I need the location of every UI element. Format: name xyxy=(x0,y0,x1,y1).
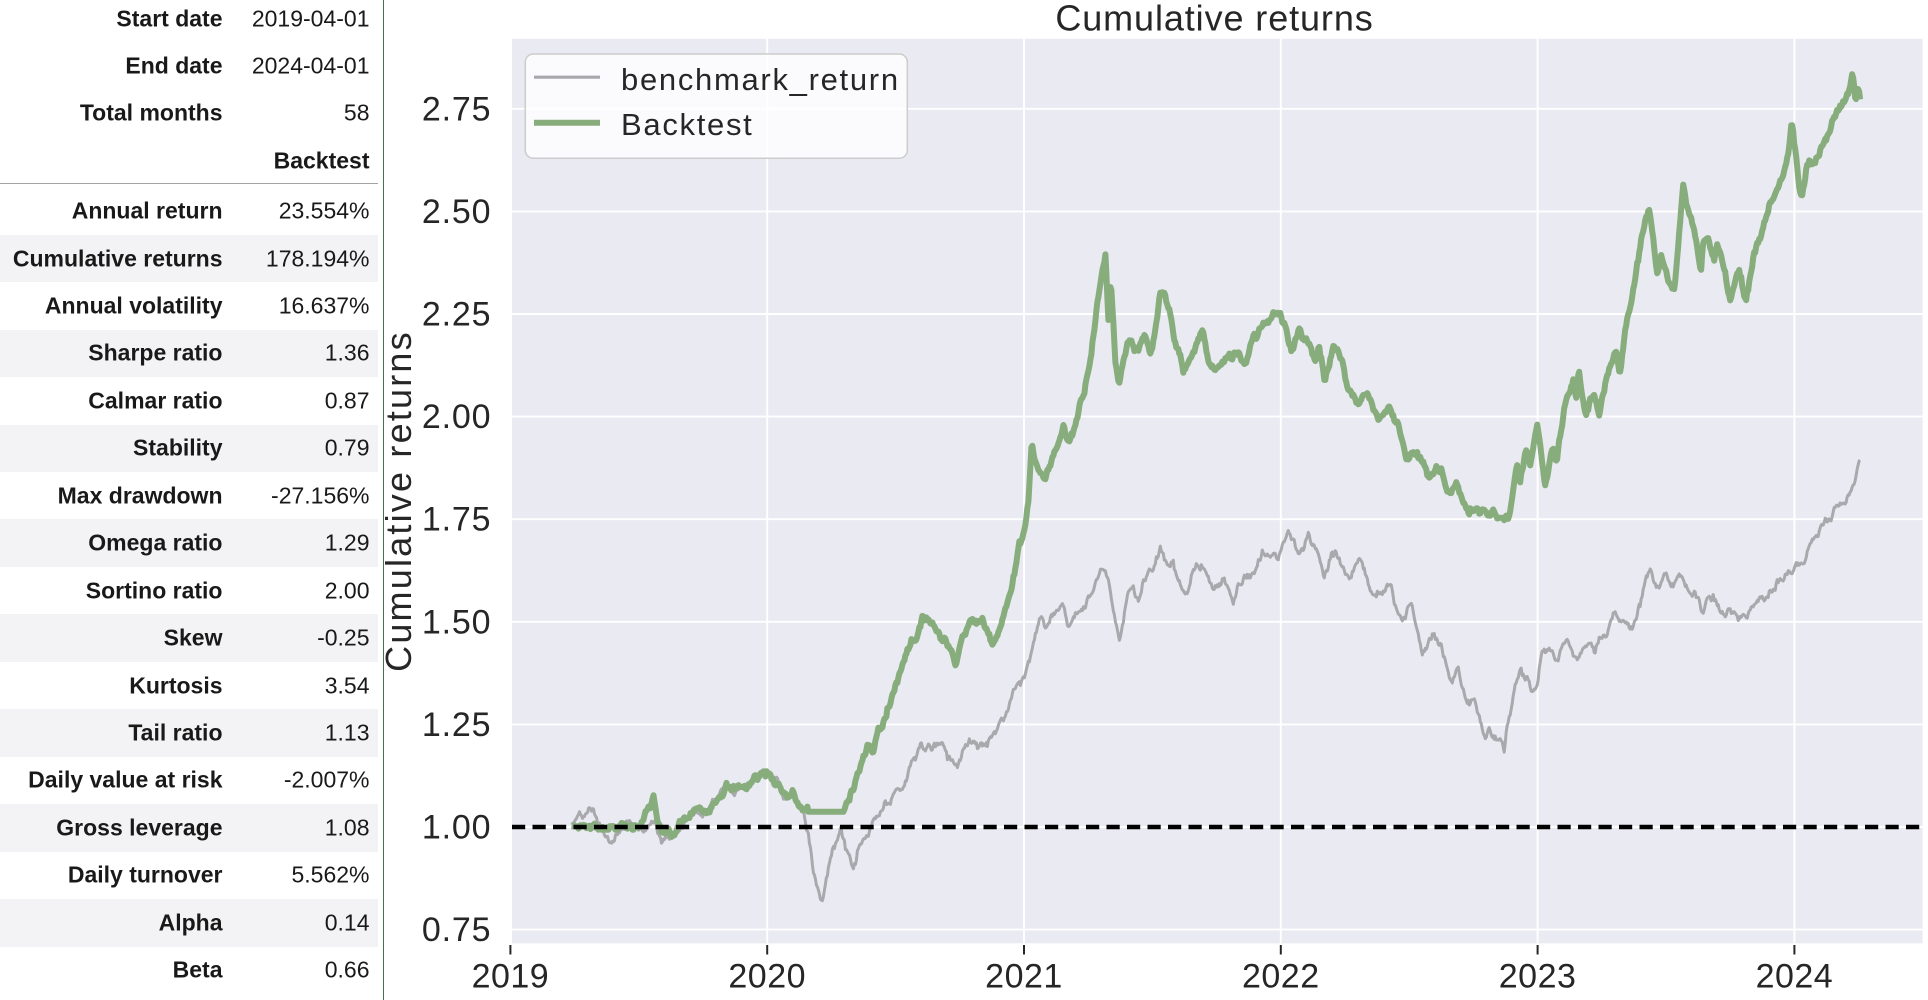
svg-text:Backtest: Backtest xyxy=(621,107,753,142)
svg-text:1.25: 1.25 xyxy=(422,706,491,744)
svg-text:0.75: 0.75 xyxy=(422,911,491,949)
svg-text:2023: 2023 xyxy=(1499,958,1577,996)
svg-text:Cumulative returns: Cumulative returns xyxy=(1055,0,1373,39)
svg-text:1.00: 1.00 xyxy=(422,809,491,847)
svg-text:2.25: 2.25 xyxy=(422,296,491,334)
svg-text:2.50: 2.50 xyxy=(422,193,491,231)
svg-text:2.75: 2.75 xyxy=(422,90,491,128)
svg-text:1.50: 1.50 xyxy=(422,603,491,641)
svg-text:2024: 2024 xyxy=(1756,958,1834,996)
svg-text:2.00: 2.00 xyxy=(422,398,491,436)
svg-text:benchmark_return: benchmark_return xyxy=(621,62,900,97)
svg-text:2020: 2020 xyxy=(728,958,806,996)
svg-text:2022: 2022 xyxy=(1242,958,1320,996)
svg-text:Cumulative returns: Cumulative returns xyxy=(378,330,419,672)
svg-text:2021: 2021 xyxy=(985,958,1063,996)
svg-text:1.75: 1.75 xyxy=(422,501,491,539)
svg-text:2019: 2019 xyxy=(472,958,550,996)
